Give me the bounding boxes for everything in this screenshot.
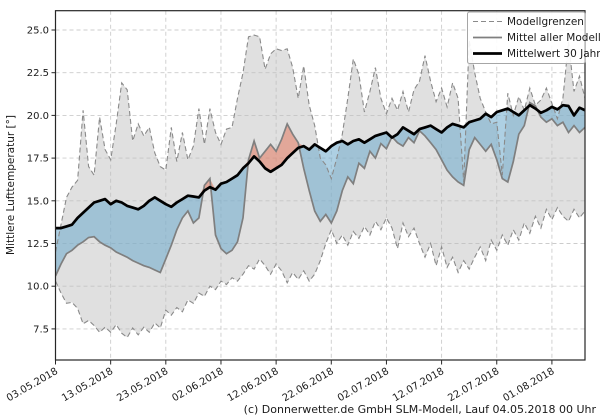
legend-label-modellgrenzen: Modellgrenzen <box>507 16 584 28</box>
y-tick-labels: 25.0 22.5 20.0 17.5 15.0 12.5 10.0 7.5 <box>27 26 49 336</box>
x-tick-label: 01.08.2018 <box>501 366 556 404</box>
x-tick-label: 22.07.2018 <box>446 366 501 404</box>
legend-label-mittelwert-30-jahre: Mittelwert 30 Jahre <box>507 48 600 60</box>
y-tick-label: 17.5 <box>27 154 49 165</box>
x-tick-label: 02.06.2018 <box>170 366 225 404</box>
y-tick-label: 10.0 <box>27 282 49 293</box>
y-tick-label: 25.0 <box>27 26 49 37</box>
y-tick-label: 7.5 <box>33 324 49 335</box>
legend: Modellgrenzen Mittel aller Modelle Mitte… <box>467 11 600 64</box>
climate-average-line <box>55 103 585 230</box>
copyright-credit: (c) Donnerwetter.de GmbH SLM-Modell, Lau… <box>244 403 597 416</box>
y-tick-label: 20.0 <box>27 111 49 122</box>
x-tick-label: 03.05.2018 <box>5 366 60 404</box>
y-tick-label: 12.5 <box>27 239 49 250</box>
model-mean-line <box>55 101 585 277</box>
axis-ticks <box>51 29 553 365</box>
x-tick-label: 22.06.2018 <box>281 366 336 404</box>
x-tick-labels: 03.05.2018 13.05.2018 23.05.2018 02.06.2… <box>5 366 557 404</box>
model-max-line <box>55 34 585 253</box>
legend-label-mittel-aller-modelle: Mittel aller Modelle <box>507 32 600 44</box>
x-tick-label: 23.05.2018 <box>115 366 170 404</box>
legend-box <box>467 11 586 64</box>
below-average-area <box>55 105 585 276</box>
model-min-line <box>55 206 585 339</box>
plot-border <box>54 10 586 361</box>
x-tick-label: 02.07.2018 <box>336 366 391 404</box>
x-tick-label: 13.05.2018 <box>60 366 115 404</box>
x-tick-label: 12.07.2018 <box>391 366 446 404</box>
x-tick-label: 12.06.2018 <box>226 366 281 404</box>
y-tick-label: 15.0 <box>27 196 49 207</box>
y-axis-title: Mittlere Lufttemperatur [°] <box>5 115 17 255</box>
y-tick-label: 22.5 <box>27 68 49 79</box>
